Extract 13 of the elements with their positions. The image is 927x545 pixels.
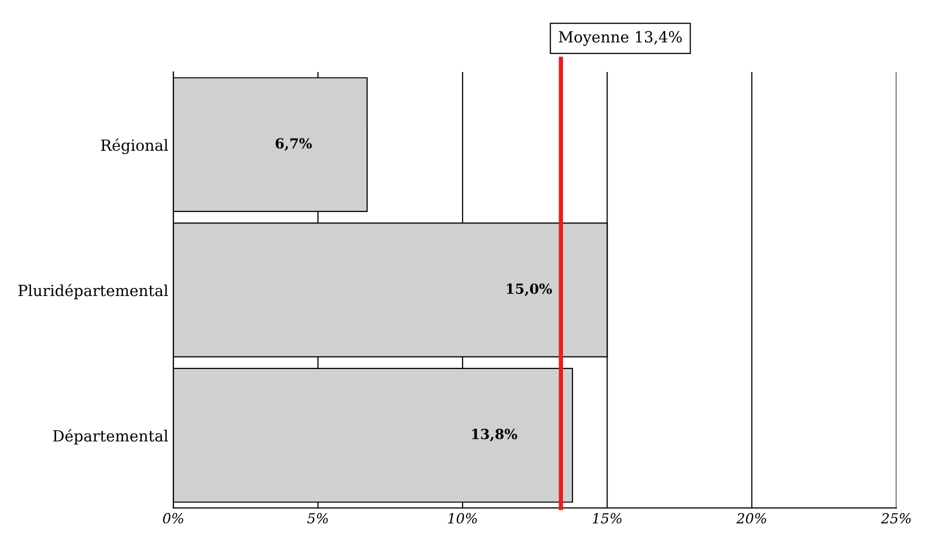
- data-label: 13,8%: [472, 428, 518, 442]
- x-tick-label: 0%: [163, 513, 184, 524]
- x-tick-label: 10%: [448, 513, 477, 524]
- ref-line-label: Moyenne 13,4%: [558, 31, 682, 46]
- x-tick-label: 25%: [880, 513, 911, 524]
- y-tick-label: Régional: [101, 138, 168, 154]
- y-tick-label: Pluridépartemental: [18, 284, 168, 300]
- x-tick-label: 5%: [307, 513, 328, 524]
- x-tick-label: 15%: [592, 513, 622, 524]
- x-tick-label: 20%: [736, 513, 766, 524]
- data-label: 15,0%: [506, 283, 552, 296]
- data-label: 6,7%: [276, 138, 312, 151]
- y-tick-label: Départemental: [53, 429, 168, 445]
